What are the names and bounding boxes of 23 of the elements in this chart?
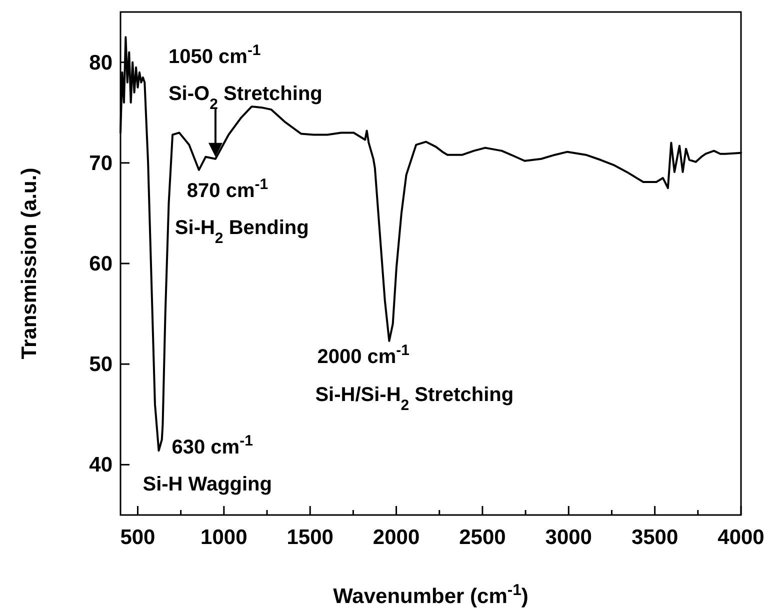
- annotation: 630 cm$^{-1}$: [172, 432, 253, 459]
- x-tick-label: 500: [120, 526, 156, 549]
- annotation: 1050 cm$^{-1}$: [168, 41, 261, 68]
- x-tick-label: 4000: [718, 526, 764, 549]
- annotation: 2000 cm$^{-1}$: [317, 341, 410, 368]
- y-tick-label: 50: [89, 353, 112, 376]
- x-axis-title: Wavenumber (cm$^{-1}$): [333, 582, 528, 608]
- y-tick-label: 40: [89, 454, 112, 477]
- annotation: Si-H$_{2}$ Bending: [174, 216, 309, 246]
- annotation: Si-H/Si-H$_{2}$ Stretching: [315, 384, 514, 414]
- y-tick-label: 70: [89, 152, 112, 175]
- x-tick-label: 1500: [286, 526, 334, 549]
- y-axis-title: Transmission (a.u.): [18, 168, 41, 360]
- x-tick-label: 1000: [200, 526, 248, 549]
- annotation: 870 cm$^{-1}$: [186, 175, 268, 202]
- y-tick-label: 80: [89, 51, 112, 74]
- x-tick-label: 3500: [631, 526, 678, 549]
- annotation: Si-O$_{2}$ Stretching: [168, 82, 322, 112]
- x-tick-label: 2500: [459, 526, 506, 549]
- annotation: Si-H Wagging: [142, 474, 272, 496]
- y-tick-label: 60: [89, 252, 112, 276]
- x-tick-label: 3000: [545, 526, 592, 549]
- x-tick-label: 2000: [372, 526, 420, 549]
